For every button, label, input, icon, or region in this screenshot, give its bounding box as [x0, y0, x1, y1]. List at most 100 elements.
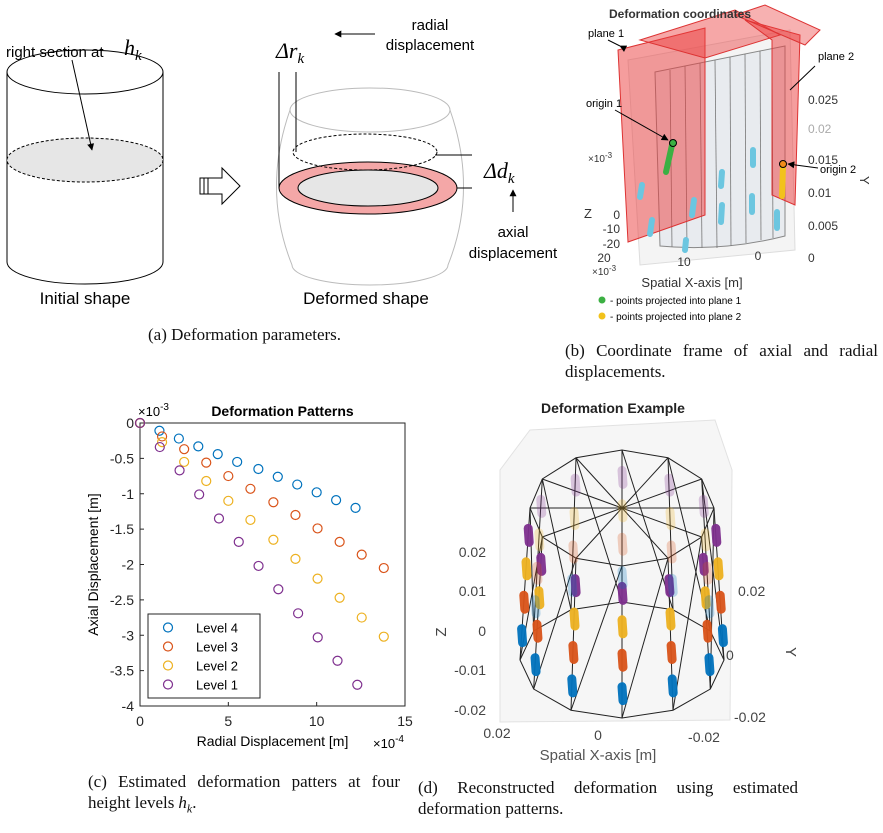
deformation-blob [539, 533, 540, 547]
deformation-blob [703, 499, 704, 513]
x-tick-label: 10 [309, 713, 325, 729]
shape: h [124, 35, 135, 60]
y-tick-label: -4 [122, 698, 135, 714]
shape: ×10 [592, 267, 609, 278]
deformation-blob [622, 470, 623, 484]
deformation-blob [671, 645, 672, 659]
deformation-blob [622, 620, 623, 634]
y-tick-label: 0 [126, 415, 134, 431]
y-tick-label: -1 [122, 486, 135, 502]
legend-entry: Level 2 [196, 659, 238, 674]
multiplier-base: ×10 [138, 404, 160, 419]
tick-label: 0.02 [808, 122, 832, 136]
deformation-blob [718, 562, 719, 576]
hollow-arrow [200, 168, 240, 204]
deformation-blob [574, 612, 575, 626]
deformation-blob [537, 566, 538, 580]
caption-math: hk [178, 793, 192, 812]
origin-2 [780, 161, 787, 168]
deformation-blob [572, 679, 573, 693]
legend-entry: Level 1 [196, 678, 238, 693]
deformation-blob [622, 537, 623, 551]
shape: -3 [605, 151, 613, 160]
caption-math-base: h [178, 793, 187, 812]
x-tick-label: 0 [136, 713, 144, 729]
deformation-blob [535, 658, 536, 672]
shape: -3 [609, 264, 617, 273]
shape: k [508, 171, 515, 187]
deformation-blob [672, 578, 673, 592]
arrow [72, 60, 92, 150]
deformation-blob [709, 658, 710, 672]
deformation-blob [707, 624, 708, 638]
multiplier-exp: -3 [160, 402, 169, 413]
axial-symbol: Δdk [483, 158, 515, 187]
panel-d-title: Deformation Example [541, 400, 685, 416]
x-axis-label: Radial Displacement [m] [197, 733, 349, 749]
y-axis-label: Axial Displacement [m] [85, 493, 101, 635]
tick-label: 10 [677, 255, 691, 269]
deformation-blob [716, 528, 717, 542]
annotation: origin 1 [586, 98, 622, 110]
legend-entry: Level 4 [196, 621, 238, 636]
axial-label: displacement [469, 245, 558, 262]
axial-label: axial [498, 224, 529, 241]
section [7, 138, 163, 182]
shape [650, 220, 652, 234]
panel-c: 0-0.5-1-1.5-2-2.5-3-3.5-4051015Deformati… [85, 402, 413, 751]
axis-multiplier: ×10-4 [373, 734, 404, 751]
deformation-blob [541, 499, 542, 513]
tick-label: 20 [597, 251, 611, 265]
origin-1 [670, 140, 677, 147]
deformation-blob [574, 512, 575, 526]
tick-label: -0.02 [688, 729, 720, 745]
caption-text: (c) Estimated deformation patters at fou… [88, 772, 400, 812]
deformation-blob [573, 545, 574, 559]
tick-label: 0.02 [483, 725, 510, 741]
initial-label: Initial shape [40, 289, 131, 308]
tick-label: 0.01 [459, 583, 486, 599]
scale-label: ×10-3 [592, 264, 617, 278]
caption-d: (d) Reconstructed deformation using esti… [418, 777, 798, 819]
axis-label: Z [433, 627, 450, 636]
tick-label: 0.01 [808, 186, 832, 200]
deformation-blob [722, 629, 723, 643]
deformation-blob [622, 504, 623, 518]
caption-a: (a) Deformation parameters. [148, 324, 341, 345]
figure: right section at hk Δrk radial displacem… [0, 0, 883, 833]
tick-label: -0.02 [734, 709, 766, 725]
tick-label: 0 [726, 647, 734, 663]
shape: Δd [483, 158, 509, 183]
shape [721, 172, 722, 186]
deformation-blob [720, 595, 721, 609]
y-tick-label: -2 [122, 557, 135, 573]
shape: Δr [275, 38, 298, 63]
x-tick-label: 15 [397, 713, 413, 729]
d-x-ticks: 0.02 0 -0.02 [483, 725, 720, 745]
deformation-blob [622, 571, 623, 585]
deformation-blob [705, 533, 706, 547]
deformation-blob [709, 600, 710, 614]
tick-label: -0.01 [454, 662, 486, 678]
tick-label: -0.02 [454, 702, 486, 718]
panel-b-title: Deformation coordinates [609, 7, 751, 21]
axis-label: Z [584, 206, 592, 221]
deformation-blob [670, 512, 671, 526]
deformation-blob [522, 629, 523, 643]
deformation-blob [622, 653, 623, 667]
shape: k [297, 51, 304, 67]
legend-entry: Level 3 [196, 640, 238, 655]
section-height: hk [124, 35, 142, 64]
tick-label: 0.02 [459, 544, 486, 560]
deformation-blob [524, 595, 525, 609]
tick-label: 0.005 [808, 219, 838, 233]
deformation-blob [575, 478, 576, 492]
b-z-ticks: 0 -10 -20 [603, 208, 621, 251]
projected-points-2 [782, 166, 783, 196]
axis-label: Y [782, 647, 799, 657]
shape: ×10 [588, 154, 605, 165]
tick-label: 0.025 [808, 93, 838, 107]
deformation-blob [535, 600, 536, 614]
annotation: plane 2 [818, 51, 854, 63]
tick-label: -10 [603, 222, 621, 236]
